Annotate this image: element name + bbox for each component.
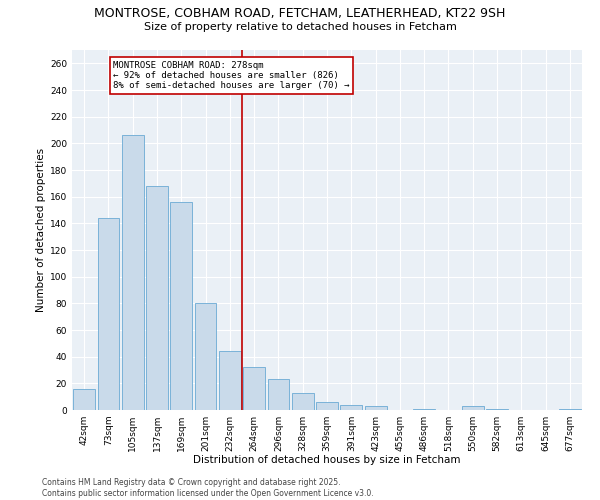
Bar <box>316 402 338 410</box>
Bar <box>462 406 484 410</box>
Text: MONTROSE COBHAM ROAD: 278sqm
← 92% of detached houses are smaller (826)
8% of se: MONTROSE COBHAM ROAD: 278sqm ← 92% of de… <box>113 60 350 90</box>
Bar <box>243 368 265 410</box>
Bar <box>340 404 362 410</box>
Bar <box>268 380 289 410</box>
Bar <box>292 392 314 410</box>
Text: Size of property relative to detached houses in Fetcham: Size of property relative to detached ho… <box>143 22 457 32</box>
Bar <box>122 136 143 410</box>
Bar <box>194 304 217 410</box>
Bar <box>219 352 241 410</box>
Bar <box>559 408 581 410</box>
Bar <box>170 202 192 410</box>
Bar <box>486 408 508 410</box>
X-axis label: Distribution of detached houses by size in Fetcham: Distribution of detached houses by size … <box>193 456 461 466</box>
Bar <box>365 406 386 410</box>
Text: Contains HM Land Registry data © Crown copyright and database right 2025.
Contai: Contains HM Land Registry data © Crown c… <box>42 478 374 498</box>
Y-axis label: Number of detached properties: Number of detached properties <box>36 148 46 312</box>
Bar <box>146 186 168 410</box>
Bar <box>73 388 95 410</box>
Bar <box>97 218 119 410</box>
Text: MONTROSE, COBHAM ROAD, FETCHAM, LEATHERHEAD, KT22 9SH: MONTROSE, COBHAM ROAD, FETCHAM, LEATHERH… <box>94 8 506 20</box>
Bar <box>413 408 435 410</box>
